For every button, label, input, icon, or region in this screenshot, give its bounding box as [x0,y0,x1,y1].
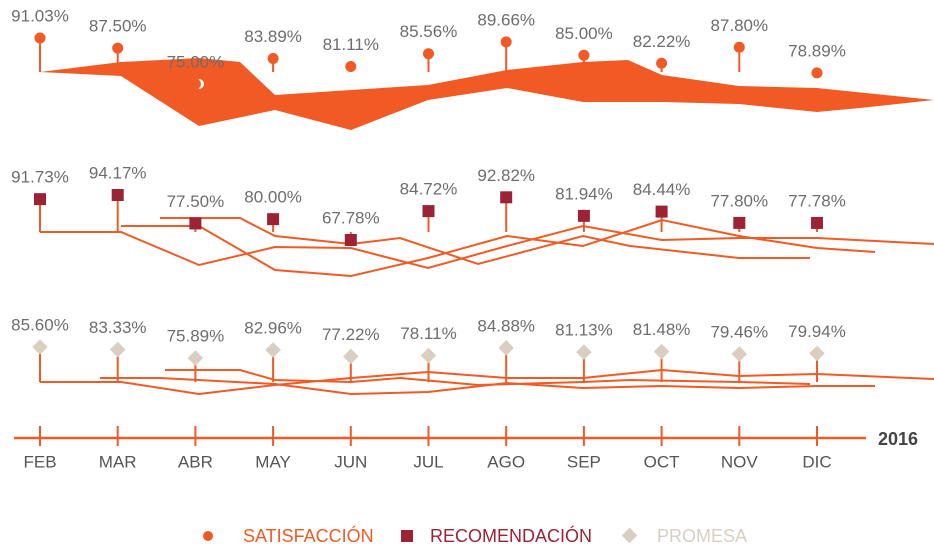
value-label: 85.00% [555,24,613,43]
value-label: 91.73% [11,168,69,187]
marker [653,343,670,360]
value-label: 83.89% [244,27,302,46]
x-tick-label: SEP [567,452,601,471]
value-label: 83.33% [89,318,147,337]
x-tick-label: NOV [721,452,759,471]
marker [109,341,126,358]
value-label: 84.88% [477,316,535,335]
value-label: 75.00% [167,52,225,71]
value-label: 78.11% [400,324,456,343]
x-tick-label: MAY [255,452,291,471]
legend-label: PROMESA [657,526,747,546]
marker [655,205,668,218]
value-label: 67.78% [322,208,380,227]
value-label: 81.94% [555,184,613,203]
marker [420,347,437,364]
value-label: 87.80% [710,16,768,35]
value-label: 91.03% [11,6,69,25]
marker [498,340,514,356]
x-tick-label: FEB [23,452,56,471]
marker [343,348,359,365]
x-tick-label: OCT [644,452,680,471]
marker [112,42,124,54]
value-label: 79.46% [710,322,768,341]
marker [32,339,48,355]
marker [733,216,746,229]
value-label: 92.82% [477,166,535,185]
marker [423,48,434,60]
marker [656,57,668,69]
marker [577,209,590,222]
marker [578,49,590,61]
marker [189,217,202,230]
marker [187,350,204,366]
legend-marker [621,527,638,544]
value-label: 75.89% [167,326,225,345]
value-label: 79.94% [788,322,846,341]
marker [576,344,592,360]
marker [500,36,512,48]
value-label: 77.22% [322,325,380,344]
marker [265,342,281,358]
marker [731,346,748,362]
value-label: 89.66% [477,10,535,29]
marker [809,345,825,362]
x-tick-label: JUN [334,452,367,471]
marker [733,41,745,53]
value-label: 84.44% [633,180,691,199]
marker [345,60,357,72]
x-tick-label: MAR [99,452,137,471]
legend-label: RECOMENDACIÓN [430,525,592,546]
year-label: 2016 [878,429,918,449]
marker [422,205,435,218]
value-label: 77.80% [710,191,768,210]
value-label: 87.50% [89,17,147,36]
marker [344,234,357,246]
value-label: 82.22% [633,32,691,51]
decoration [40,58,934,396]
value-label: 81.13% [555,321,613,340]
marker [811,67,823,79]
value-label: 80.00% [244,188,302,207]
value-label: 84.72% [400,180,458,199]
value-label: 94.17% [89,163,147,182]
marker [500,191,513,204]
value-label: 82.96% [244,318,302,337]
value-label: 77.50% [167,192,225,211]
legend-marker [401,530,413,542]
legend-marker [203,531,213,541]
x-tick-label: JUL [413,452,443,471]
value-label: 78.89% [788,41,846,60]
marker [811,216,823,229]
marker [111,189,124,201]
value-label: 85.56% [400,22,458,41]
marker [34,193,46,206]
value-label: 77.78% [788,191,846,210]
x-tick-label: AGO [487,452,525,471]
value-label: 81.48% [633,320,691,339]
marker [267,52,279,64]
x-tick-label: DIC [802,452,831,471]
marker [34,32,46,44]
value-label: 85.60% [11,315,69,334]
legend-label: SATISFACCIÓN [243,525,374,546]
marker [267,213,280,226]
value-label: 81.11% [323,35,379,54]
legend: SATISFACCIÓN RECOMENDACIÓN PROMESA [203,525,747,546]
marker [189,78,201,90]
x-tick-label: ABR [178,452,213,471]
